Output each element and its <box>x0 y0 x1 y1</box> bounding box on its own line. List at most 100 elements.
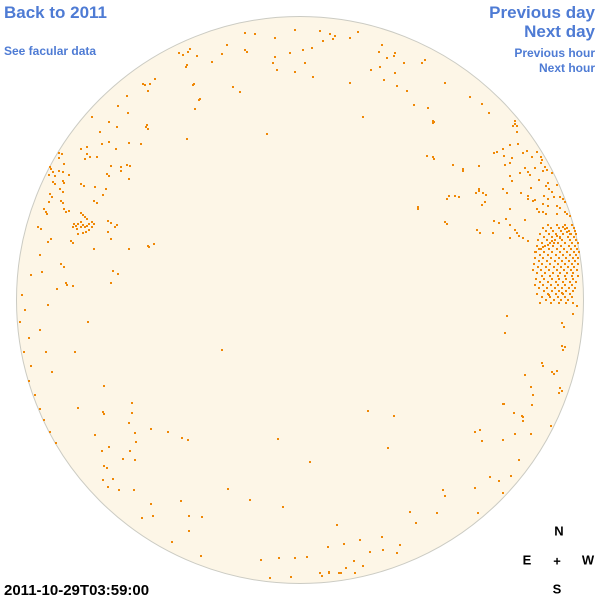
facula-dot <box>114 226 116 228</box>
facula-dot <box>510 475 512 477</box>
facula-dot <box>50 168 52 170</box>
facula-dot <box>538 211 540 213</box>
facula-dot <box>58 157 60 159</box>
facula-dot <box>357 31 359 33</box>
facula-dot <box>565 278 567 280</box>
facula-dot <box>278 557 280 559</box>
facula-dot <box>63 182 65 184</box>
facula-dot <box>558 227 560 229</box>
facula-dot <box>543 195 545 197</box>
facula-dot <box>426 155 428 157</box>
facula-dot <box>362 565 364 567</box>
facula-dot <box>76 228 78 230</box>
facula-dot <box>129 165 131 167</box>
facula-dot <box>134 432 136 434</box>
facula-dot <box>152 515 154 517</box>
facula-dot <box>370 69 372 71</box>
facula-dot <box>575 233 577 235</box>
facula-dot <box>505 218 507 220</box>
facula-dot <box>82 224 84 226</box>
facula-dot <box>383 79 385 81</box>
facula-dot <box>572 272 574 274</box>
facula-dot <box>561 239 563 241</box>
facula-dot <box>565 290 567 292</box>
compass-east-label: E <box>522 552 532 568</box>
facula-dot <box>386 57 388 59</box>
facula-dot <box>517 143 519 145</box>
facula-dot <box>572 302 574 304</box>
facula-dot <box>89 156 91 158</box>
see-facular-data-link[interactable]: See facular data <box>4 44 97 58</box>
facula-dot <box>533 263 535 265</box>
facula-dot <box>527 198 529 200</box>
facula-dot <box>524 167 526 169</box>
facula-dot <box>564 346 566 348</box>
facula-dot <box>514 229 516 231</box>
facula-dot <box>558 302 560 304</box>
facula-dot <box>23 351 25 353</box>
facula-dot <box>556 248 558 250</box>
facula-dot <box>509 162 511 164</box>
facula-dot <box>30 365 32 367</box>
facula-dot <box>534 167 536 169</box>
facula-dot <box>39 329 41 331</box>
previous-hour-link[interactable]: Previous hour <box>514 46 595 60</box>
facula-dot <box>557 296 559 298</box>
facula-dot <box>498 222 500 224</box>
facula-dot <box>187 51 189 53</box>
facula-dot <box>379 66 381 68</box>
facula-dot <box>559 251 561 253</box>
facula-dot <box>477 512 479 514</box>
facula-dot <box>106 173 108 175</box>
facula-dot <box>105 188 107 190</box>
facula-dot <box>436 512 438 514</box>
facula-dot <box>549 242 551 244</box>
facula-dot <box>60 263 62 265</box>
facula-dot <box>551 240 553 242</box>
previous-day-link[interactable]: Previous day <box>489 3 595 22</box>
facula-dot <box>62 180 64 182</box>
facula-dot <box>572 313 574 315</box>
facula-dot <box>86 225 88 227</box>
facula-dot <box>551 172 553 174</box>
facula-dot <box>484 201 486 203</box>
facula-dot <box>140 143 142 145</box>
facula-dot <box>328 571 330 573</box>
facula-dot <box>532 200 534 202</box>
facula-dot <box>452 164 454 166</box>
facula-dot <box>553 266 555 268</box>
facula-dot <box>101 450 103 452</box>
facula-dot <box>312 76 314 78</box>
facula-dot <box>553 196 555 198</box>
facula-dot <box>556 184 558 186</box>
facula-dot <box>28 337 30 339</box>
hour-navigation: Previous hour Next hour <box>514 46 595 76</box>
next-hour-link[interactable]: Next hour <box>538 61 595 75</box>
facula-dot <box>506 192 508 194</box>
back-to-2011-link[interactable]: Back to 2011 <box>4 3 108 22</box>
facula-dot <box>226 44 228 46</box>
facula-dot <box>106 467 108 469</box>
facula-dot <box>474 431 476 433</box>
facula-dot <box>534 257 536 259</box>
facula-dot <box>514 433 516 435</box>
facula-dot <box>128 142 130 144</box>
next-day-link[interactable]: Next day <box>524 22 595 41</box>
facula-dot <box>522 416 524 418</box>
facula-dot <box>564 201 566 203</box>
facula-dot <box>559 236 561 238</box>
facula-dot <box>131 412 133 414</box>
facula-dot <box>569 215 571 217</box>
facula-dot <box>146 124 148 126</box>
facula-dot <box>550 284 552 286</box>
facula-dot <box>538 287 540 289</box>
facula-dot <box>73 223 75 225</box>
facula-dot <box>47 241 49 243</box>
facula-dot <box>555 293 557 295</box>
facula-dot <box>557 284 559 286</box>
facula-dot <box>577 263 579 265</box>
facula-dot <box>524 374 526 376</box>
facula-dot <box>362 116 364 118</box>
facula-dot <box>367 410 369 412</box>
facula-dot <box>74 351 76 353</box>
